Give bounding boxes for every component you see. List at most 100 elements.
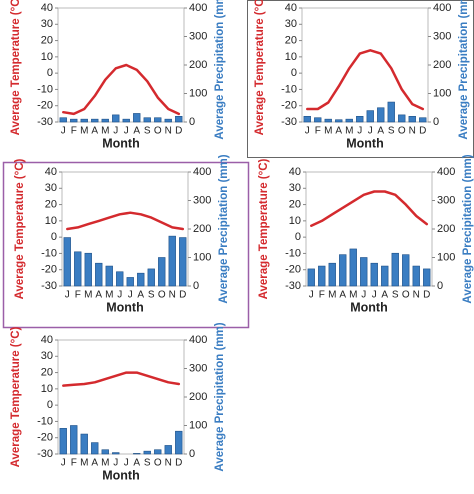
y2-tick-label: 400 <box>437 166 455 178</box>
x-tick-label: O <box>398 126 406 137</box>
precip-bar <box>318 265 326 287</box>
precip-bar <box>175 116 183 123</box>
y-axis-label: Average Temperature (°C) <box>258 158 270 299</box>
y-tick-label: 20 <box>285 34 297 46</box>
x-tick-label: J <box>361 290 366 301</box>
precip-bar <box>126 277 134 287</box>
precip-bar <box>143 117 151 123</box>
x-axis-label: Month <box>350 300 387 314</box>
precip-bar <box>133 453 141 455</box>
x-tick-label: M <box>328 290 336 301</box>
y2-axis-label: Average Precipitation (mm) <box>214 0 226 140</box>
y2-tick-label: 200 <box>437 223 455 235</box>
precip-bar <box>80 118 88 123</box>
y-tick-label: 0 <box>295 231 301 243</box>
x-tick-label: M <box>101 458 109 469</box>
y-tick-label: 40 <box>285 2 297 14</box>
precip-bar <box>101 449 109 455</box>
y2-tick-label: 200 <box>189 59 207 71</box>
precip-bar <box>116 271 124 287</box>
temperature-line <box>306 49 425 111</box>
y-tick-label: 30 <box>41 18 53 30</box>
x-tick-label: N <box>169 290 176 301</box>
y-axis-label: Average Temperature (°C) <box>14 158 26 299</box>
temperature-line <box>62 63 181 116</box>
precip-bar <box>377 107 385 123</box>
precip-bar <box>412 265 420 287</box>
x-tick-label: M <box>324 126 332 137</box>
precip-bar <box>335 119 343 123</box>
x-tick-label: F <box>319 290 325 301</box>
temperature-line <box>310 190 429 227</box>
y2-tick-label: 0 <box>433 116 439 128</box>
precip-bar <box>345 118 353 123</box>
x-tick-label: S <box>392 290 399 301</box>
y-tick-label: -30 <box>37 116 53 128</box>
x-tick-label: J <box>128 290 133 301</box>
plot-frame <box>301 7 429 123</box>
y2-tick-label: 300 <box>193 194 211 206</box>
precip-bar <box>391 252 399 287</box>
y-tick-label: -10 <box>41 247 57 259</box>
y2-tick-label: 400 <box>189 2 207 14</box>
x-axis-label: Month <box>102 136 139 150</box>
y-tick-label: -30 <box>41 280 57 292</box>
y2-tick-label: 100 <box>189 87 207 99</box>
x-tick-label: J <box>372 290 377 301</box>
precip-bar <box>423 268 431 287</box>
x-tick-label: N <box>409 126 416 137</box>
y-tick-label: -20 <box>285 264 301 276</box>
precip-bar <box>307 268 315 287</box>
x-tick-label: O <box>154 458 162 469</box>
precip-bar <box>349 248 357 287</box>
x-tick-label: N <box>165 458 172 469</box>
precip-bar <box>133 113 141 123</box>
x-tick-label: A <box>137 290 144 301</box>
precip-bar <box>356 116 364 123</box>
y-tick-label: 40 <box>45 166 57 178</box>
x-tick-label: S <box>144 126 151 137</box>
y2-tick-label: 200 <box>433 59 451 71</box>
precip-bar <box>402 254 410 287</box>
x-tick-label: O <box>158 290 166 301</box>
y-tick-label: 40 <box>41 2 53 14</box>
x-tick-label: J <box>113 126 118 137</box>
precip-bar <box>122 118 130 123</box>
y-tick-label: 0 <box>47 67 53 79</box>
y-tick-label: 0 <box>51 231 57 243</box>
precip-bar <box>80 433 88 455</box>
temperature-line <box>66 211 185 231</box>
x-tick-label: S <box>144 458 151 469</box>
y2-tick-label: 0 <box>189 116 195 128</box>
precip-bar <box>158 257 166 287</box>
x-tick-label: J <box>368 126 373 137</box>
y-tick-label: 30 <box>289 182 301 194</box>
y-tick-label: 30 <box>45 182 57 194</box>
y-tick-label: 40 <box>41 334 53 346</box>
x-tick-label: M <box>105 290 113 301</box>
y2-axis-label: Average Precipitation (mm) <box>458 0 470 140</box>
x-tick-label: J <box>305 126 310 137</box>
y2-tick-label: 100 <box>433 87 451 99</box>
precip-bar <box>314 117 322 123</box>
x-tick-label: A <box>95 290 102 301</box>
y-tick-label: -20 <box>281 100 297 112</box>
y2-tick-label: 300 <box>437 194 455 206</box>
x-axis-label: Month <box>346 136 383 150</box>
y-tick-label: 10 <box>289 215 301 227</box>
y-tick-label: 10 <box>41 51 53 63</box>
precip-bar <box>63 237 71 287</box>
precip-bar <box>339 254 347 287</box>
x-tick-label: A <box>381 290 388 301</box>
precip-bar <box>398 114 406 123</box>
x-tick-label: M <box>345 126 353 137</box>
precip-bar <box>324 118 332 123</box>
x-tick-label: M <box>80 458 88 469</box>
y-tick-label: 20 <box>41 34 53 46</box>
precip-bar <box>328 262 336 287</box>
precip-bar <box>408 116 416 123</box>
x-tick-label: M <box>84 290 92 301</box>
